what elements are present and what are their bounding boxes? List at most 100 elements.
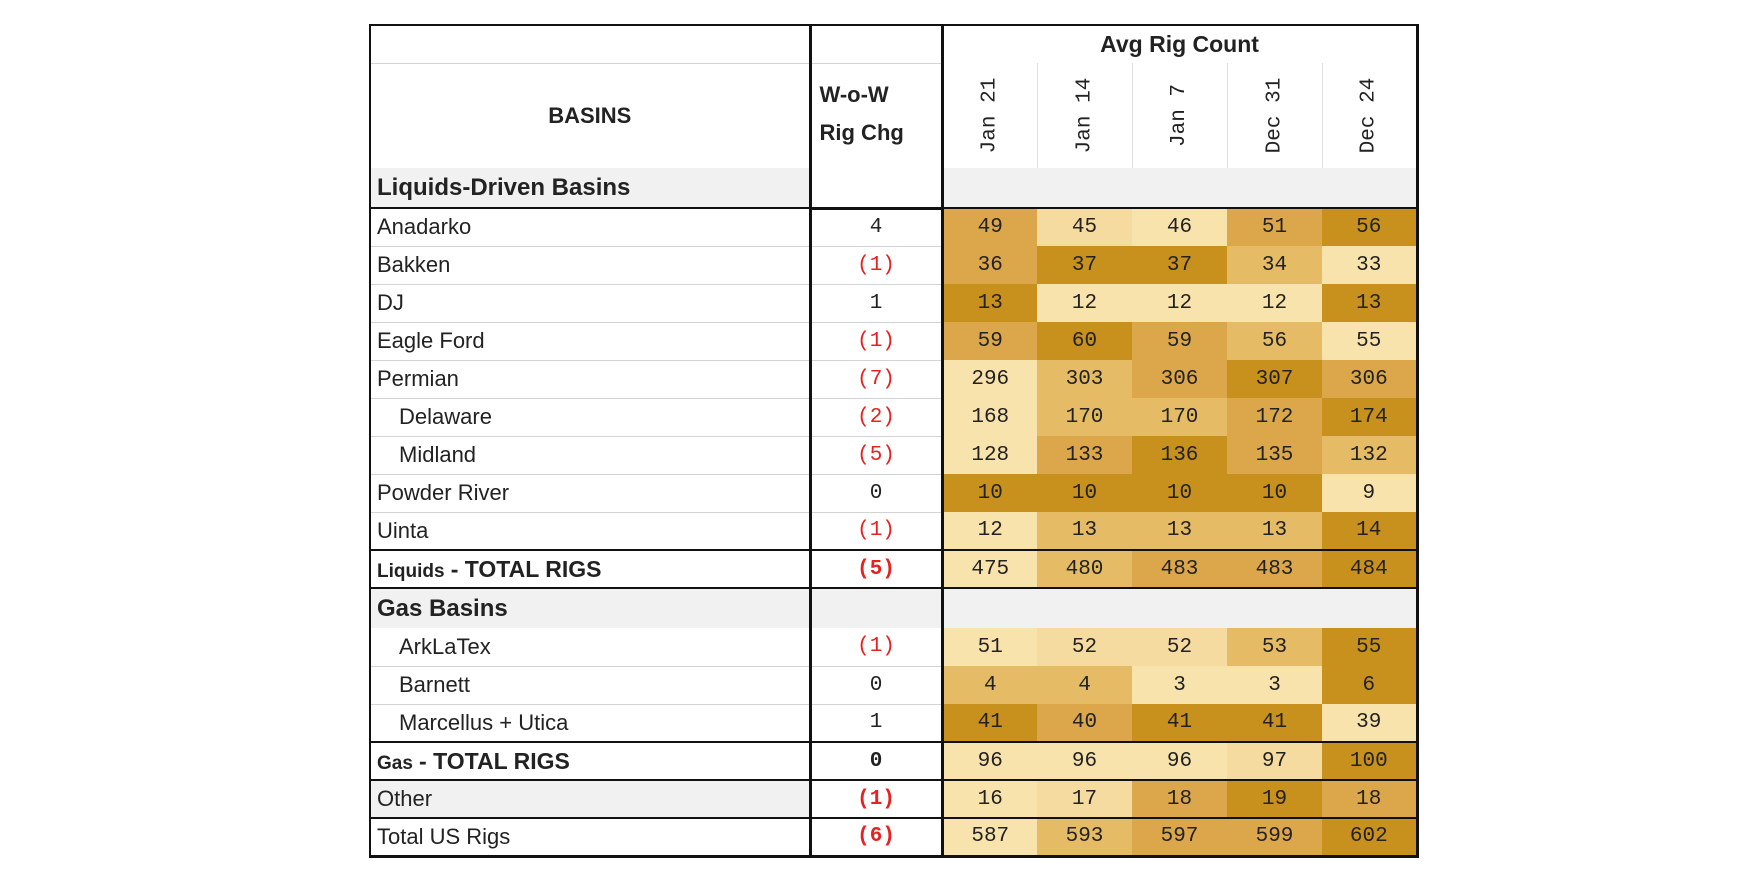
rig-count-cell: 37 [1037, 246, 1132, 284]
basin-name: DJ [369, 284, 810, 323]
rig-count-cell: 602 [1322, 817, 1419, 858]
basins-header: BASINS [369, 63, 810, 168]
table-row: Barnett 0 4 4 3 3 6 [369, 666, 1419, 705]
section-row: Liquids-Driven Basins [369, 168, 1419, 209]
wow-change: (6) [808, 817, 942, 858]
table-row: Eagle Ford (1) 59 60 59 56 55 [369, 322, 1419, 361]
basin-name: Gas - TOTAL RIGS [369, 741, 810, 781]
rig-count-cell: 51 [940, 628, 1037, 666]
table-row: ArkLaTex (1) 51 52 52 53 55 [369, 628, 1419, 667]
rig-count-cell: 13 [1037, 512, 1132, 550]
rig-count-cell: 12 [1037, 284, 1132, 322]
rig-count-cell: 135 [1227, 436, 1322, 474]
rig-count-cell: 59 [1132, 322, 1227, 360]
table-row: Delaware (2) 168 170 170 172 174 [369, 398, 1419, 437]
rig-count-cell: 41 [940, 704, 1037, 742]
rig-count-cell: 13 [940, 284, 1037, 322]
total-row: Gas - TOTAL RIGS 0 96 96 96 97 100 [369, 741, 1419, 781]
header-blank-basins [369, 24, 810, 64]
wow-change: (5) [808, 436, 942, 475]
rig-count-cell: 174 [1322, 398, 1419, 436]
rig-count-cell: 13 [1132, 512, 1227, 550]
wow-change: (7) [808, 360, 942, 399]
wow-header-line2: Rig Chg [819, 119, 904, 145]
rig-count-cell: 12 [940, 512, 1037, 550]
rig-count-cell: 9 [1322, 474, 1419, 512]
section-title: Gas Basins [369, 588, 810, 628]
rig-count-cell: 3 [1227, 666, 1322, 704]
total-row: Liquids - TOTAL RIGS (5) 475 480 483 483 484 [369, 549, 1419, 589]
rig-count-cell: 17 [1037, 779, 1132, 819]
rig-count-cell: 16 [940, 779, 1037, 819]
table-row: Permian (7) 296 303 306 307 306 [369, 360, 1419, 399]
date-label: Dec 31 [1263, 77, 1286, 154]
rig-count-cell: 45 [1037, 208, 1132, 246]
rig-count-cell: 296 [940, 360, 1037, 398]
basin-name: Anadarko [369, 208, 810, 247]
rig-count-cell: 36 [940, 246, 1037, 284]
wow-change: 0 [808, 474, 942, 513]
rig-count-cell: 4 [940, 666, 1037, 704]
rig-count-cell: 587 [940, 817, 1037, 858]
rig-count-cell: 34 [1227, 246, 1322, 284]
basin-name: Total US Rigs [369, 817, 810, 858]
rig-count-cell: 39 [1322, 704, 1419, 742]
wow-change: 1 [808, 284, 942, 323]
basin-name: Bakken [369, 246, 810, 285]
rig-count-cell: 53 [1227, 628, 1322, 666]
wow-change: 0 [808, 741, 942, 781]
rig-count-cell: 56 [1227, 322, 1322, 360]
basin-name: Barnett [369, 666, 810, 705]
date-header: Jan 21 [940, 63, 1037, 168]
rig-count-cell: 128 [940, 436, 1037, 474]
rig-count-cell: 19 [1227, 779, 1322, 819]
table-row: Total US Rigs (6) 587 593 597 599 602 [369, 817, 1419, 858]
rig-count-cell: 484 [1322, 549, 1419, 589]
basin-name: Permian [369, 360, 810, 399]
rig-count-cell: 100 [1322, 741, 1419, 781]
rig-count-cell: 475 [940, 549, 1037, 589]
basin-name: ArkLaTex [369, 628, 810, 667]
rig-count-cell: 480 [1037, 549, 1132, 589]
date-header: Jan 7 [1131, 63, 1227, 168]
rig-count-cell: 46 [1132, 208, 1227, 246]
rig-count-cell: 12 [1227, 284, 1322, 322]
rig-count-cell: 4 [1037, 666, 1132, 704]
rig-count-cell: 59 [940, 322, 1037, 360]
basin-name: Midland [369, 436, 810, 475]
rig-count-cell: 170 [1132, 398, 1227, 436]
section-blank-values [940, 588, 1419, 628]
rig-count-cell: 55 [1322, 628, 1419, 666]
wow-change: (1) [808, 779, 942, 819]
rig-count-cell: 41 [1227, 704, 1322, 742]
wow-change: (1) [808, 512, 942, 551]
rig-count-cell: 52 [1132, 628, 1227, 666]
rig-count-cell: 599 [1227, 817, 1322, 858]
rig-count-cell: 13 [1322, 284, 1419, 322]
rig-count-cell: 597 [1132, 817, 1227, 858]
wow-header-line1: W-o-W [819, 81, 889, 107]
rig-count-cell: 96 [1037, 741, 1132, 781]
table-body: Avg Rig Count BASINS W-o-W Rig Chg Jan 2… [369, 24, 1419, 858]
rig-count-cell: 18 [1322, 779, 1419, 819]
section-blank-values [940, 168, 1419, 209]
rig-count-cell: 14 [1322, 512, 1419, 550]
rig-count-cell: 49 [940, 208, 1037, 246]
date-header: Dec 24 [1321, 63, 1419, 168]
rig-count-cell: 55 [1322, 322, 1419, 360]
rig-count-cell: 37 [1132, 246, 1227, 284]
rig-count-cell: 96 [940, 741, 1037, 781]
rig-count-cell: 306 [1132, 360, 1227, 398]
rig-count-cell: 307 [1227, 360, 1322, 398]
rig-count-cell: 10 [1132, 474, 1227, 512]
rig-count-cell: 303 [1037, 360, 1132, 398]
rig-count-cell: 306 [1322, 360, 1419, 398]
rig-count-cell: 170 [1037, 398, 1132, 436]
section-title: Liquids-Driven Basins [369, 168, 810, 209]
table-row: Anadarko 4 49 45 46 51 56 [369, 208, 1419, 247]
date-header: Jan 14 [1036, 63, 1132, 168]
rig-count-cell: 12 [1132, 284, 1227, 322]
wow-change: (1) [808, 628, 942, 667]
rig-count-cell: 172 [1227, 398, 1322, 436]
rig-count-cell: 18 [1132, 779, 1227, 819]
